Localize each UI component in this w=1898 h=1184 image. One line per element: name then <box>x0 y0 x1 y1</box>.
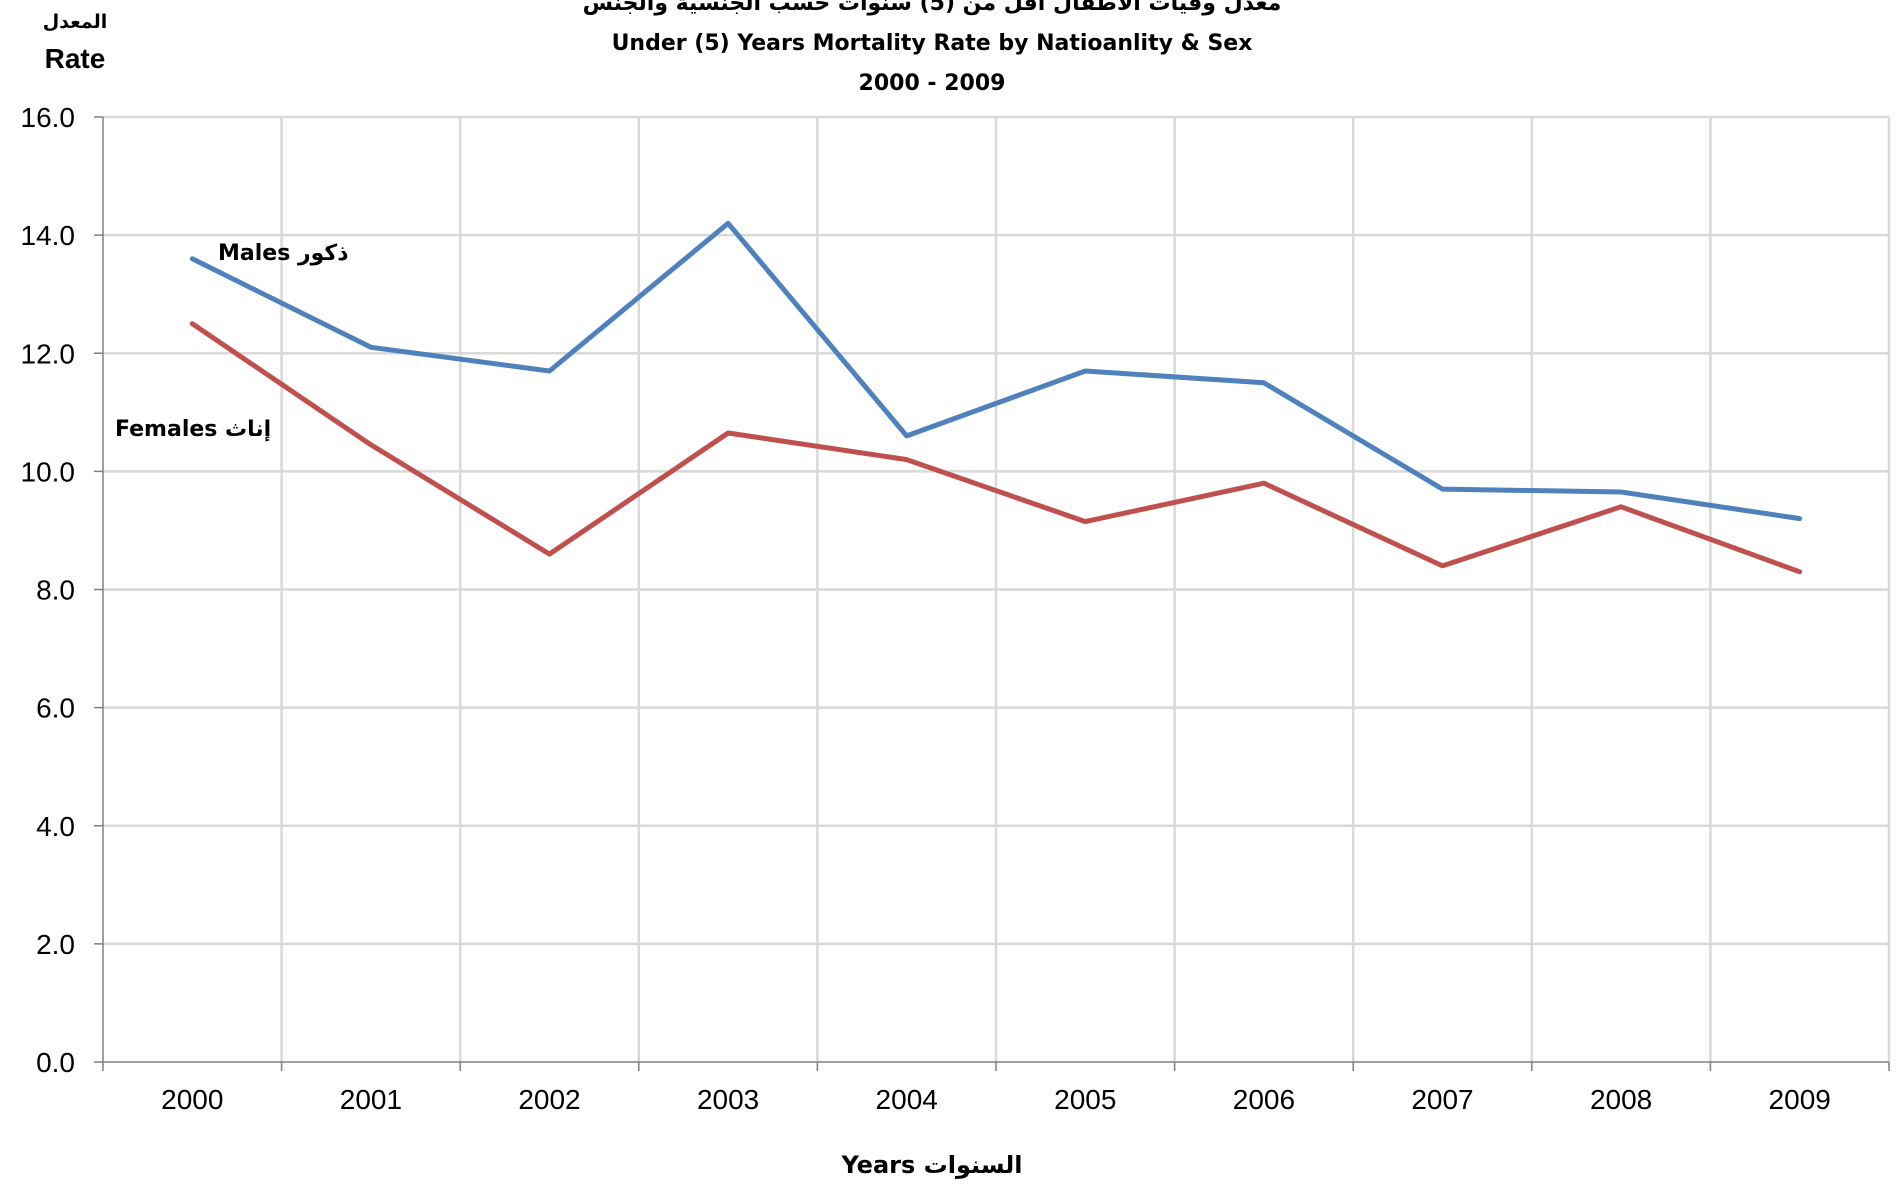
y-axis-label-arabic: المعدل <box>43 11 108 33</box>
x-tick-label: 2008 <box>1590 1084 1652 1115</box>
x-tick-label: 2006 <box>1233 1084 1295 1115</box>
x-tick-label: 2004 <box>876 1084 938 1115</box>
y-tick-label: 4.0 <box>36 811 75 842</box>
y-tick-label: 2.0 <box>36 929 75 960</box>
y-tick-label: 6.0 <box>36 693 75 724</box>
series-lines <box>189 220 1803 575</box>
x-axis-ticks: 2000 2001 2002 2003 2004 2005 2006 2007 2008 2009 <box>161 1084 1831 1115</box>
chart-subtitle: 2000 - 2009 <box>859 71 1006 96</box>
x-axis-label: Years السنوات <box>841 1151 1023 1179</box>
series-line-females <box>189 321 1803 575</box>
grid-lines <box>103 115 1891 1062</box>
chart-title-arabic: معدل وفيات الأطفال أقل من (5) سنوات حسب … <box>583 0 1282 16</box>
y-tick-label: 8.0 <box>36 575 75 606</box>
y-axis-label: Rate <box>45 43 106 74</box>
y-tick-label: 14.0 <box>21 220 76 251</box>
x-tick-label: 2001 <box>340 1084 402 1115</box>
y-axis-ticks: 0.0 2.0 4.0 6.0 8.0 10.0 12.0 14.0 16.0 <box>21 102 76 1078</box>
y-tick-label: 12.0 <box>21 338 76 369</box>
x-tick-label: 2007 <box>1411 1084 1473 1115</box>
series-label-males: Males ذكور <box>218 241 349 266</box>
series-line-males <box>189 220 1803 522</box>
axes <box>94 116 1890 1071</box>
x-tick-label: 2009 <box>1769 1084 1831 1115</box>
y-tick-label: 16.0 <box>21 102 76 133</box>
y-tick-label: 10.0 <box>21 456 76 487</box>
x-tick-label: 2000 <box>161 1084 223 1115</box>
chart-title: Under (5) Years Mortality Rate by Natioa… <box>612 31 1253 56</box>
x-tick-label: 2002 <box>518 1084 580 1115</box>
y-tick-label: 0.0 <box>36 1047 75 1078</box>
x-tick-label: 2005 <box>1054 1084 1116 1115</box>
series-label-females: Females إناث <box>115 417 271 442</box>
x-tick-label: 2003 <box>697 1084 759 1115</box>
